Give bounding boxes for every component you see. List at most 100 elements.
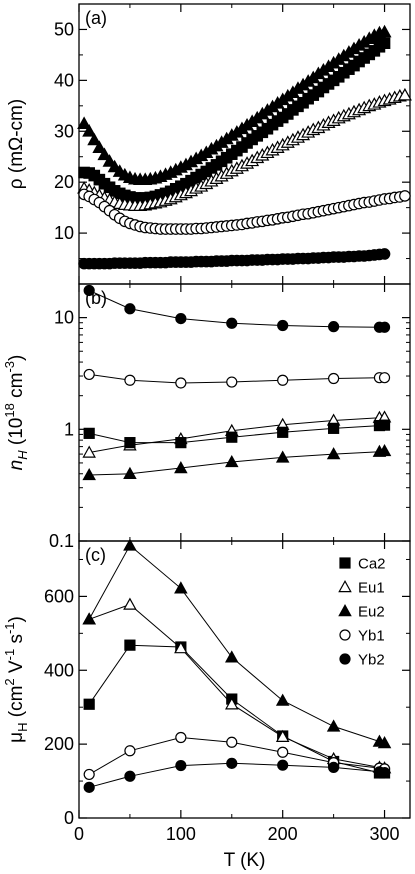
data-point xyxy=(397,87,412,101)
data-point xyxy=(124,437,136,449)
data-point xyxy=(123,597,137,610)
data-point xyxy=(175,377,187,389)
data-point xyxy=(226,317,238,329)
x-tick-label: 300 xyxy=(370,824,400,844)
series-filled-triangle xyxy=(77,24,392,186)
data-point xyxy=(275,693,290,706)
data-point xyxy=(83,427,95,439)
series-line xyxy=(88,290,385,328)
legend-label: Yb2 xyxy=(358,652,385,669)
y-tick-label: 600 xyxy=(44,586,74,606)
data-point xyxy=(175,313,187,325)
data-point xyxy=(174,581,188,594)
data-point xyxy=(377,24,392,38)
series-line xyxy=(89,450,385,476)
x-tick-label: 0 xyxy=(74,824,84,844)
legend-marker xyxy=(338,580,352,593)
y-tick-label: 0.1 xyxy=(49,531,74,551)
series-line xyxy=(89,416,385,453)
legend-marker xyxy=(339,653,351,665)
y-tick-label: 200 xyxy=(44,734,74,754)
data-point xyxy=(175,731,187,744)
data-point xyxy=(124,639,136,651)
series-line xyxy=(89,603,385,769)
series-line xyxy=(88,736,385,775)
data-point xyxy=(124,303,136,315)
y-axis-title: nH (1018 cm-3) xyxy=(2,355,30,471)
data-point xyxy=(174,641,188,654)
data-point xyxy=(277,759,289,771)
y-tick-label: 400 xyxy=(44,660,74,680)
data-point xyxy=(326,719,341,732)
series-line xyxy=(89,762,385,788)
data-point xyxy=(82,124,97,137)
series-yb2 xyxy=(83,757,391,793)
data-point xyxy=(224,697,239,710)
data-point xyxy=(83,284,95,297)
data-point xyxy=(378,419,391,431)
legend-marker xyxy=(339,629,351,641)
data-point xyxy=(97,147,112,161)
data-point xyxy=(123,466,137,479)
legend-marker xyxy=(338,604,352,617)
legend-label: Ca2 xyxy=(358,556,386,573)
data-point xyxy=(277,746,289,758)
y-tick-label: 20 xyxy=(54,172,74,192)
panel-label: (a) xyxy=(85,8,107,28)
series-filled-square xyxy=(83,419,391,449)
y-axis-title: ρ (mΩ-cm) xyxy=(6,99,27,189)
data-point xyxy=(174,461,188,474)
panel-c: (c) 0 100 200 300 0 200 400 600 μH (cm2 V-1 s-1) T… xyxy=(2,538,411,871)
data-point xyxy=(102,154,117,167)
data-point xyxy=(226,376,238,388)
series-line xyxy=(88,544,385,744)
data-point xyxy=(83,368,95,381)
data-point xyxy=(77,116,92,130)
data-point xyxy=(82,467,96,481)
data-point xyxy=(377,736,392,749)
plot-frame xyxy=(78,283,411,542)
x-axis-title: T (K) xyxy=(224,850,266,871)
data-point xyxy=(328,372,340,385)
data-point xyxy=(124,745,136,757)
data-point xyxy=(275,450,290,463)
data-point xyxy=(378,37,391,49)
x-tick-label: 100 xyxy=(166,824,196,844)
data-point xyxy=(82,612,96,625)
data-point xyxy=(82,445,96,458)
data-point xyxy=(328,761,340,774)
series-filled-circle xyxy=(78,248,391,270)
y-axis-title: μH (cm2 V-1 s-1) xyxy=(2,616,30,743)
data-point xyxy=(326,447,341,460)
data-point xyxy=(175,759,187,772)
data-point xyxy=(378,321,391,333)
series-filled-triangle xyxy=(82,443,392,481)
plot-frame xyxy=(78,540,411,819)
data-point xyxy=(124,374,136,386)
data-point xyxy=(124,770,136,782)
y-tick-label: 0 xyxy=(64,808,74,828)
y-tick-label: 10 xyxy=(54,223,74,243)
data-point xyxy=(399,190,411,202)
panel-label: (c) xyxy=(85,545,106,565)
legend-label: Eu2 xyxy=(358,604,385,621)
series-open-triangle xyxy=(77,87,412,211)
data-point xyxy=(92,140,107,153)
series-eu2 xyxy=(82,538,392,749)
data-point xyxy=(275,729,290,742)
data-point xyxy=(277,426,289,438)
data-point xyxy=(83,698,95,710)
y-tick-label: 40 xyxy=(54,70,74,90)
data-point xyxy=(224,650,239,663)
legend-label: Yb1 xyxy=(358,628,385,645)
data-point xyxy=(277,374,289,386)
legend-marker xyxy=(339,557,351,569)
y-tick-label: 10 xyxy=(54,308,74,328)
data-point xyxy=(328,321,340,333)
panel-a: (a) 10 20 30 40 50 ρ (mΩ-cm) xyxy=(6,3,412,285)
series-line xyxy=(89,424,385,444)
legend: Ca2 Eu1 Eu2 Yb1 Yb2 xyxy=(338,556,386,669)
series-open-circle xyxy=(78,188,411,235)
